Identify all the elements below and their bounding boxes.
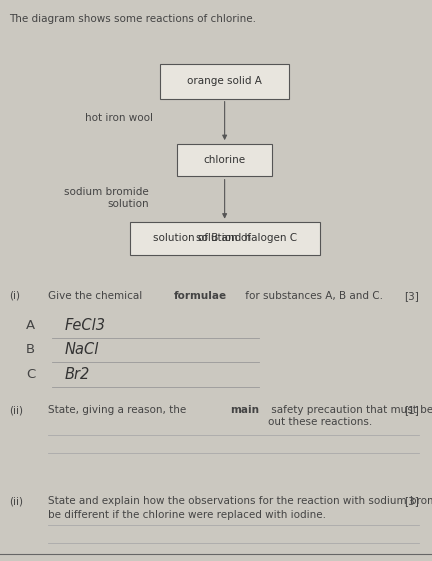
Text: solution of B and halogen C: solution of B and halogen C: [152, 233, 297, 243]
Text: A: A: [26, 319, 35, 332]
Text: State and explain how the observations for the reaction with sodium bromide woul: State and explain how the observations f…: [48, 496, 432, 519]
Text: main: main: [230, 405, 259, 415]
Text: (ii): (ii): [9, 496, 22, 507]
Text: sodium bromide
solution: sodium bromide solution: [64, 187, 149, 209]
Text: safety precaution that must be taken when carrying
out these reactions.: safety precaution that must be taken whe…: [267, 405, 432, 427]
Text: hot iron wool: hot iron wool: [86, 113, 153, 123]
Text: FeCl3: FeCl3: [65, 318, 106, 333]
Text: solution of: solution of: [196, 233, 254, 243]
Text: Br2: Br2: [65, 367, 90, 381]
Text: for substances A, B and C.: for substances A, B and C.: [242, 291, 383, 301]
Text: orange solid A: orange solid A: [187, 76, 262, 86]
FancyBboxPatch shape: [177, 144, 272, 176]
Text: NaCl: NaCl: [65, 342, 99, 357]
Text: [3]: [3]: [404, 496, 419, 507]
FancyBboxPatch shape: [130, 222, 320, 255]
Text: (i): (i): [9, 291, 19, 301]
Text: [3]: [3]: [404, 291, 419, 301]
Text: State, giving a reason, the: State, giving a reason, the: [48, 405, 189, 415]
FancyBboxPatch shape: [160, 64, 289, 99]
Text: C: C: [26, 367, 35, 381]
Text: formulae: formulae: [173, 291, 226, 301]
Text: The diagram shows some reactions of chlorine.: The diagram shows some reactions of chlo…: [9, 14, 256, 24]
Text: chlorine: chlorine: [203, 155, 246, 165]
Text: B: B: [26, 343, 35, 356]
Text: (ii): (ii): [9, 405, 22, 415]
Text: [1]: [1]: [404, 405, 419, 415]
Text: Give the chemical: Give the chemical: [48, 291, 145, 301]
